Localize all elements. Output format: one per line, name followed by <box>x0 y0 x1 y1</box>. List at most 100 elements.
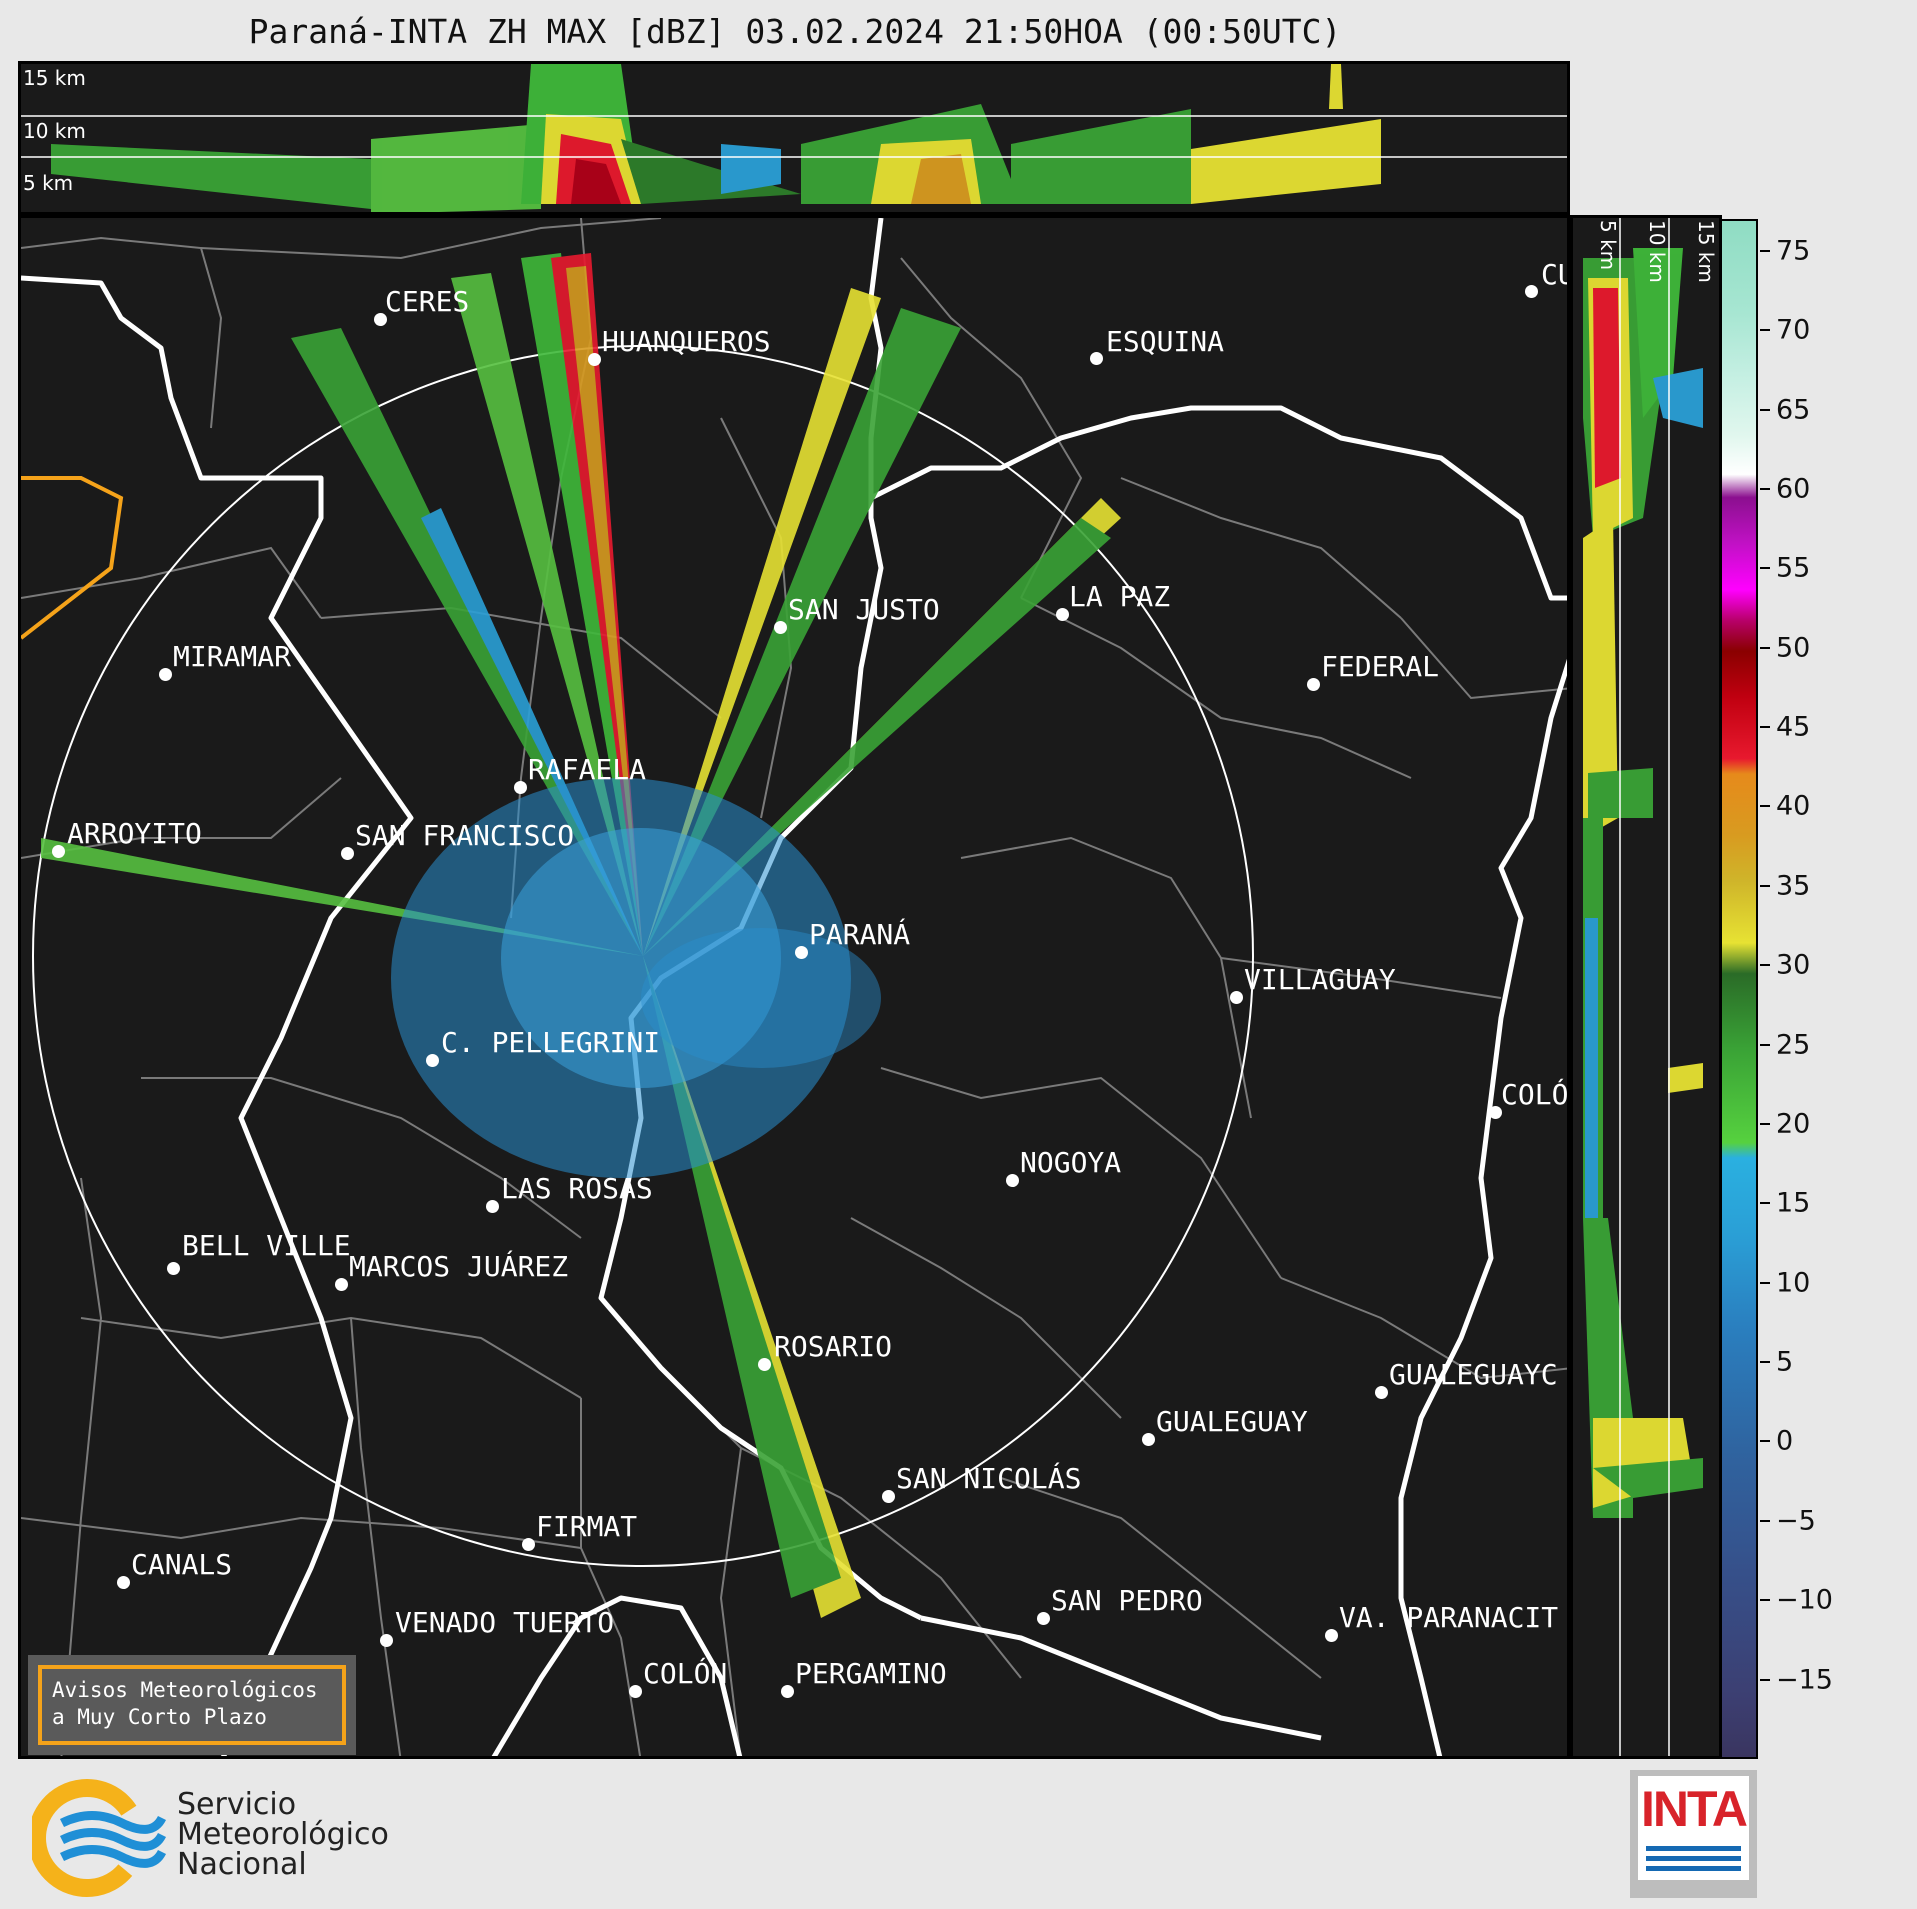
smn-logo-icon <box>32 1779 167 1897</box>
city-dot-canals <box>117 1576 130 1589</box>
colorbar-tick-label: 45 <box>1776 711 1811 743</box>
cross-section-side-svg <box>1583 218 1703 1756</box>
colorbar-tick <box>1760 1519 1770 1522</box>
colorbar-tick <box>1760 805 1770 808</box>
city-label-gualeguay: GUALEGUAY <box>1156 1405 1308 1438</box>
city-dot-gualeguay <box>1142 1433 1155 1446</box>
side-height-label-5km: 5 km <box>1596 220 1620 271</box>
height-label-10km: 10 km <box>23 119 86 143</box>
city-dot-las-rosas <box>486 1200 499 1213</box>
notice-box: Avisos Meteorológicos a Muy Corto Plazo <box>28 1655 356 1755</box>
city-label-c-pellegrini: C. PELLEGRINI <box>441 1026 661 1059</box>
colorbar-tick-label: 55 <box>1776 552 1811 584</box>
city-dot-san-francisco <box>341 847 354 860</box>
city-dot-venado-tuerto <box>380 1634 393 1647</box>
city-dot-rafaela <box>514 781 527 794</box>
city-label-venado-tuerto: VENADO TUERTO <box>395 1606 615 1639</box>
city-label-la-paz: LA PAZ <box>1069 580 1171 613</box>
cross-section-side: 5 km 10 km 15 km <box>1570 215 1722 1759</box>
city-label-cu: CU <box>1541 258 1567 291</box>
city-label-marcos-juarez: MARCOS JUÁREZ <box>349 1250 569 1283</box>
colorbar-tick-label: 50 <box>1776 632 1811 664</box>
inta-logo-word: INTA <box>1641 1781 1748 1837</box>
city-dot-la-paz <box>1056 608 1069 621</box>
radar-map: CERES HUANQUEROS ESQUINA CU MIRAMAR SAN … <box>18 215 1570 1759</box>
inta-logo-bar <box>1646 1866 1741 1871</box>
city-dot-colon <box>629 1685 642 1698</box>
city-label-las-rosas: LAS ROSAS <box>501 1172 653 1205</box>
inta-logo-bar <box>1646 1856 1741 1861</box>
colorbar-tick-label: −15 <box>1776 1664 1833 1696</box>
city-label-colon: COLÓN <box>643 1657 728 1690</box>
colorbar-tick-label: 15 <box>1776 1187 1811 1219</box>
colorbar-tick-label: 30 <box>1776 949 1811 981</box>
smn-line1: Servicio <box>177 1787 297 1822</box>
city-dot-miramar <box>159 668 172 681</box>
city-label-esquina: ESQUINA <box>1106 325 1225 358</box>
colorbar-tick-label: 10 <box>1776 1267 1811 1299</box>
colorbar-tick <box>1760 1202 1770 1205</box>
city-label-san-nicolas: SAN NICOLÁS <box>896 1462 1082 1495</box>
colorbar-tick-label: 40 <box>1776 790 1811 822</box>
colorbar-tick-label: 35 <box>1776 870 1811 902</box>
city-label-rosario: ROSARIO <box>774 1330 893 1363</box>
city-dot-firmat <box>522 1538 535 1551</box>
colorbar-tick-label: 20 <box>1776 1108 1811 1140</box>
city-dot-nogoya <box>1006 1174 1019 1187</box>
city-label-nogoya: NOGOYA <box>1020 1146 1122 1179</box>
city-dot-c-pellegrini <box>426 1054 439 1067</box>
city-label-miramar: MIRAMAR <box>173 640 292 673</box>
city-label-huanqueros: HUANQUEROS <box>602 325 771 358</box>
side-height-label-10km: 10 km <box>1645 220 1669 283</box>
city-dot-marcos-juarez <box>335 1278 348 1291</box>
smn-line3: Nacional <box>177 1847 307 1882</box>
notice-line2: a Muy Corto Plazo <box>52 1705 267 1729</box>
city-dot-va-paranacito <box>1325 1629 1338 1642</box>
city-dot-gualeguaychu <box>1375 1386 1388 1399</box>
city-label-parana: PARANÁ <box>809 918 911 951</box>
smn-line2: Meteorológico <box>177 1817 389 1852</box>
colorbar-tick-label: −5 <box>1776 1505 1816 1537</box>
city-dot-huanqueros <box>588 353 601 366</box>
city-label-federal: FEDERAL <box>1321 650 1440 683</box>
city-label-firmat: FIRMAT <box>536 1510 638 1543</box>
city-dot-bell-ville <box>167 1262 180 1275</box>
city-dot-rosario <box>758 1358 771 1371</box>
colorbar-tick <box>1760 1281 1770 1284</box>
city-dot-parana <box>795 946 808 959</box>
colorbar-tick <box>1760 964 1770 967</box>
city-label-san-justo: SAN JUSTO <box>788 593 940 626</box>
city-dot-villaguay <box>1230 991 1243 1004</box>
inta-logo-box: INTA <box>1638 1776 1749 1880</box>
city-label-colo: COLÓ <box>1501 1078 1569 1111</box>
city-dot-san-pedro <box>1037 1612 1050 1625</box>
colorbar-tick-label: 25 <box>1776 1029 1811 1061</box>
colorbar-tick-label: 60 <box>1776 473 1811 505</box>
colorbar-tick <box>1760 1043 1770 1046</box>
city-dot-san-justo <box>774 621 787 634</box>
colorbar-tick <box>1760 1361 1770 1364</box>
colorbar-tick-label: 0 <box>1776 1425 1794 1457</box>
city-label-canals: CANALS <box>131 1548 233 1581</box>
city-dot-ceres <box>374 313 387 326</box>
height-label-5km: 5 km <box>23 171 74 195</box>
colorbar-tick <box>1760 884 1770 887</box>
colorbar-tick <box>1760 329 1770 332</box>
city-label-arroyito: ARROYITO <box>67 817 202 850</box>
city-dot-colo <box>1489 1106 1502 1119</box>
colorbar-tick <box>1760 408 1770 411</box>
colorbar-tick <box>1760 646 1770 649</box>
city-label-bell-ville: BELL VILLE <box>182 1229 351 1262</box>
height-label-15km: 15 km <box>23 66 86 90</box>
colorbar-tick-label: −10 <box>1776 1584 1833 1616</box>
city-label-san-francisco: SAN FRANCISCO <box>355 819 575 852</box>
colorbar-tick-label: 70 <box>1776 314 1811 346</box>
city-dot-cu <box>1525 285 1538 298</box>
city-dot-federal <box>1307 678 1320 691</box>
dbz-colorbar <box>1720 219 1758 1759</box>
colorbar-tick <box>1760 249 1770 252</box>
radar-map-svg <box>21 218 1567 1756</box>
cross-section-top-svg <box>21 64 1567 212</box>
city-label-san-pedro: SAN PEDRO <box>1051 1584 1203 1617</box>
colorbar-tick <box>1760 487 1770 490</box>
